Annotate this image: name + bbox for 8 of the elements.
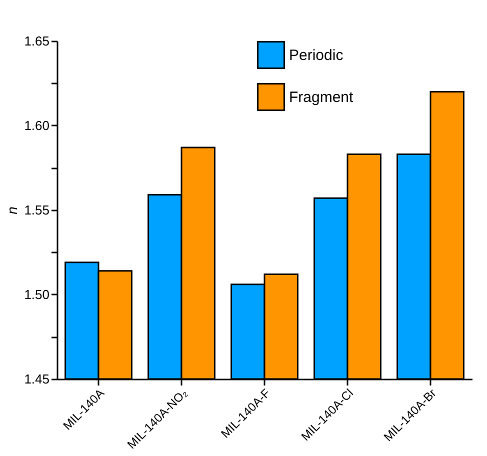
y-tick-label: 1.55	[24, 202, 50, 218]
legend-label: Fragment	[289, 89, 354, 106]
y-tick-label: 1.65	[24, 34, 50, 48]
y-axis-title: n	[4, 206, 20, 214]
legend-label: Periodic	[289, 47, 344, 64]
y-tick-label: 1.60	[24, 118, 50, 133]
y-tick-label: 1.45	[24, 372, 50, 386]
y-tick-label: 1.50	[24, 287, 50, 302]
